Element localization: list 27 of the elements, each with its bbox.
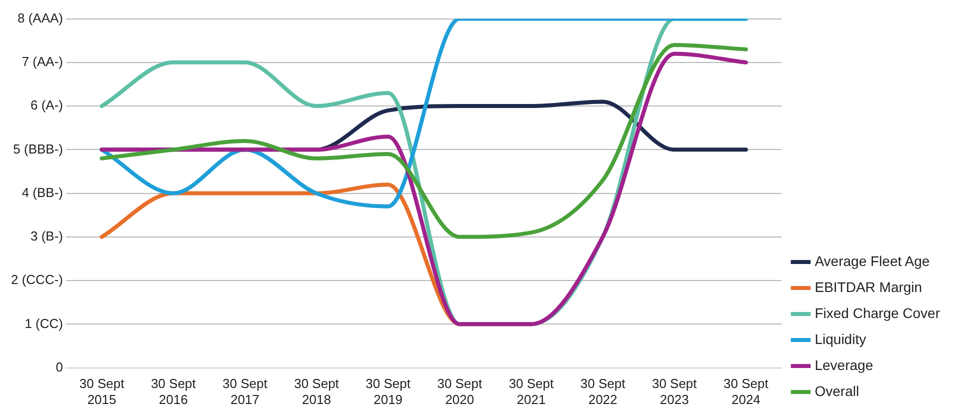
y-tick-label: 4 (BB-): [22, 184, 63, 200]
line-series: [100, 18, 748, 208]
x-tick-label: 30 Sept 2022: [580, 376, 626, 407]
legend-label: Average Fleet Age: [814, 252, 930, 269]
x-tick-label: 30 Sept 2020: [437, 376, 482, 407]
y-tick-label: 0: [56, 359, 63, 374]
x-tick-label: 30 Sept 2019: [366, 376, 411, 407]
legend-label: Overall: [814, 382, 860, 399]
y-tick-label: 5 (BBB-): [13, 141, 63, 156]
x-tick-label: 30 Sept 2023: [652, 376, 698, 407]
y-tick-label: 7 (AA-): [22, 54, 63, 70]
x-tick-label: 30 Sept 2024: [724, 376, 769, 407]
legend-label: Fixed Charge Cover: [814, 304, 940, 321]
x-tick-label: 30 Sept 2018: [294, 376, 340, 407]
legend-label: Leverage: [814, 356, 874, 373]
x-tick-label: 30 Sept 2015: [79, 376, 125, 407]
y-tick-label: 3 (B-): [30, 228, 63, 244]
x-tick-label: 30 Sept 2016: [150, 376, 196, 407]
x-tick-label: 30 Sept 2021: [508, 376, 554, 407]
y-tick-label: 1 (CC): [24, 316, 63, 331]
y-tick-label: 2 (CCC-): [10, 272, 63, 288]
line-series: [100, 42, 748, 239]
y-tick-label: 6 (A-): [30, 98, 63, 113]
x-tick-label: 30 Sept 2017: [222, 376, 268, 407]
legend-label: EBITDAR Margin: [814, 278, 922, 295]
legend-label: Liquidity: [814, 330, 866, 347]
y-tick-label: 8 (AAA): [17, 10, 63, 26]
